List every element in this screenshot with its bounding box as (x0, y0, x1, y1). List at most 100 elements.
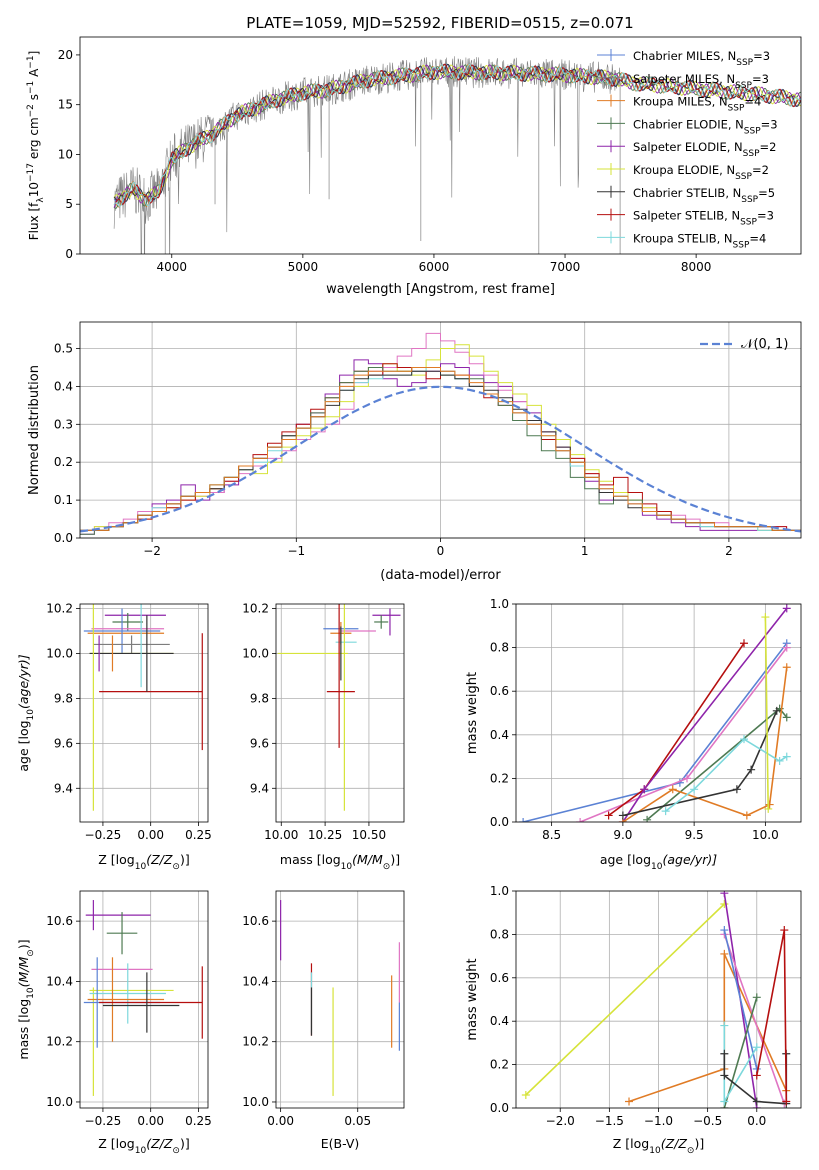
y-tick-label: 10.0 (46, 1095, 73, 1109)
x-axis-label-part: )] (694, 1136, 704, 1151)
y-axis-label-part: ] (27, 51, 41, 56)
weight-marker (752, 1071, 761, 1080)
y-axis-label: Normed distribution (27, 365, 42, 495)
y-tick-label: 20 (58, 48, 73, 62)
x-axis-label: wavelength [Angstrom, rest frame] (326, 282, 555, 297)
x-tick-label: 0.00 (267, 1114, 294, 1128)
x-tick-label: 10.00 (264, 828, 298, 842)
legend-label: Chabrier MILES, NSSP=3 (633, 49, 770, 68)
y-axis-label-part: Flux [f (27, 202, 41, 240)
y-tick-label: 1.0 (490, 884, 509, 898)
x-tick-label: 9.0 (613, 828, 632, 842)
axes-age_vs_mass: 10.00 10.25 10.50 9.4 9.6 9.8 10.0 10.2 mass [lo… (242, 601, 405, 872)
weight-line (622, 710, 778, 817)
x-tick-label: 9.5 (685, 828, 704, 842)
weight-line (522, 642, 788, 822)
legend-label-part: SSP (733, 240, 750, 250)
x-axis-label-part: mass [log (280, 852, 341, 867)
weight-line (622, 607, 788, 822)
y-tick-label: 10 (58, 147, 73, 161)
axes-frame (79, 36, 802, 255)
x-tick-label: 0.05 (344, 1114, 371, 1128)
y-axis-label-part: mass [log (16, 999, 31, 1060)
x-axis-label-part: )] (180, 1136, 190, 1151)
weight-marker (765, 800, 774, 809)
x-tick-label: −1.5 (595, 1114, 624, 1128)
x-axis-label: Z [log10(Z/Z⊙)] (98, 852, 189, 872)
x-tick-label: 8000 (681, 260, 712, 274)
legend-label: Salpeter ELODIE, NSSP=2 (633, 140, 776, 159)
x-tick-label: 0.25 (185, 828, 212, 842)
legend-label-part: SSP (736, 58, 753, 68)
legend-label-part: Chabrier ELODIE, N (633, 117, 744, 131)
y-axis-label-part: A (27, 68, 41, 81)
y-axis-label-part: )] (16, 939, 31, 949)
y-tick-label: 10.6 (242, 914, 269, 928)
weight-marker (720, 891, 729, 898)
plot-area (83, 900, 203, 1096)
x-axis-label-part: 10 (135, 1146, 147, 1156)
x-tick-label: 10.25 (308, 828, 342, 842)
x-tick-label: 5000 (288, 260, 319, 274)
y-tick-label: 0.1 (54, 493, 73, 507)
y-axis-label-part: (M/M (16, 957, 31, 988)
y-tick-label: 0.2 (54, 455, 73, 469)
y-tick-label: 10.0 (242, 1095, 269, 1109)
axes-frame (275, 603, 405, 823)
legend-label-part: =4 (749, 231, 766, 245)
weight-line (723, 929, 758, 1070)
legend-label-part: =5 (758, 186, 775, 200)
legend-label-part: SSP (741, 195, 758, 205)
x-axis-label: mass [log10(M/M⊙)] (280, 852, 400, 872)
y-tick-label: 10.6 (46, 914, 73, 928)
legend-label-part: Salpeter MILES, N (633, 72, 735, 86)
weight-marker (761, 613, 770, 622)
legend-label: Salpeter MILES, NSSP=3 (633, 72, 769, 91)
x-tick-label: 0.25 (185, 1114, 212, 1128)
weight-marker (742, 811, 751, 820)
y-axis-label: Flux [fλ10−17 erg cm−2 s−1 A−1] (26, 51, 46, 241)
x-axis-label-part: 10 (651, 862, 663, 872)
x-tick-label: 8.5 (542, 828, 561, 842)
y-tick-label: 0.8 (490, 927, 509, 941)
x-axis-label-part: ⊙ (383, 862, 391, 872)
y-tick-label: 10.2 (46, 1035, 73, 1049)
weight-marker (782, 604, 791, 613)
weight-marker (752, 1097, 761, 1106)
x-tick-label: −0.25 (85, 828, 122, 842)
y-tick-label: 0.2 (490, 771, 509, 785)
y-axis-label: age [log10(age/yr)] (16, 654, 36, 771)
y-tick-label: 0.4 (490, 728, 509, 742)
weight-marker (720, 949, 729, 958)
weight-marker (782, 643, 791, 652)
y-axis-label-part: (age/yr)] (16, 654, 31, 709)
x-axis-label-part: )] (390, 852, 400, 867)
x-axis-label-part: (M/M (352, 852, 383, 867)
legend-label: Kroupa MILES, NSSP=4 (633, 95, 761, 114)
y-tick-label: 9.6 (250, 736, 269, 750)
weight-marker (775, 756, 784, 765)
x-tick-label: −0.5 (693, 1114, 722, 1128)
legend-label-part: Kroupa STELIB, N (633, 231, 733, 245)
plot-area (83, 604, 203, 811)
model-spectrum-line (113, 63, 801, 205)
plot-area (80, 332, 801, 535)
y-axis-label-part: −17 (26, 163, 36, 182)
legend-label-part: SSP (735, 81, 752, 91)
weight-marker (720, 926, 729, 935)
x-tick-label: 7000 (550, 260, 581, 274)
plot-area (277, 604, 401, 811)
x-axis-label-part: Z [log (98, 1136, 134, 1151)
x-axis-label: (data-model)/error (380, 568, 501, 583)
y-axis-label-part: −1 (26, 81, 36, 94)
y-axis-label-part: ⊙ (26, 949, 36, 957)
weight-marker (643, 815, 652, 822)
y-tick-label: 9.6 (54, 736, 73, 750)
x-axis-label-part: ⊙ (687, 1146, 695, 1156)
y-tick-label: 10.2 (242, 1035, 269, 1049)
y-tick-label: 0.8 (490, 641, 509, 655)
weight-marker (720, 900, 729, 909)
